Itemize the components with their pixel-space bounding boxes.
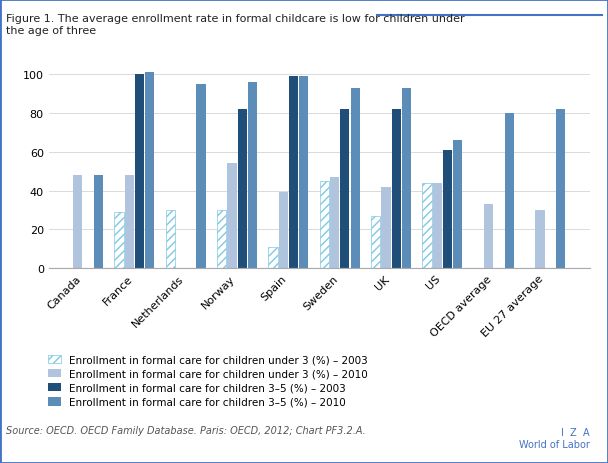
Text: Source: OECD. OECD Family Database. Paris: OECD, 2012; Chart PF3.2.A.: Source: OECD. OECD Family Database. Pari… [6,425,366,435]
Bar [299,77,308,269]
Bar [340,110,350,269]
Bar [392,110,401,269]
Bar [125,175,134,269]
Bar [402,88,411,269]
Bar [536,211,545,269]
Bar [238,110,247,269]
Bar [145,73,154,269]
Bar [278,193,288,269]
Bar [433,183,442,269]
Bar [371,216,381,269]
Bar [330,177,339,269]
Bar [556,110,565,269]
Legend: Enrollment in formal care for children under 3 (%) – 2003, Enrollment in formal : Enrollment in formal care for children u… [49,355,368,407]
Bar [505,113,514,269]
Text: Figure 1. The average enrollment rate in formal childcare is low for children un: Figure 1. The average enrollment rate in… [6,14,465,36]
Bar [196,85,206,269]
Bar [268,247,278,269]
Bar [484,205,493,269]
Bar [320,181,329,269]
Bar [114,213,123,269]
Bar [453,141,463,269]
Bar [248,83,257,269]
Bar [165,211,175,269]
Bar [135,75,144,269]
Bar [227,164,237,269]
Bar [73,175,83,269]
Bar [94,175,103,269]
Bar [443,150,452,269]
Bar [381,187,390,269]
Bar [351,88,360,269]
Bar [289,77,298,269]
Bar [217,211,226,269]
Bar [423,183,432,269]
Text: I  Z  A
World of Labor: I Z A World of Labor [519,427,590,449]
